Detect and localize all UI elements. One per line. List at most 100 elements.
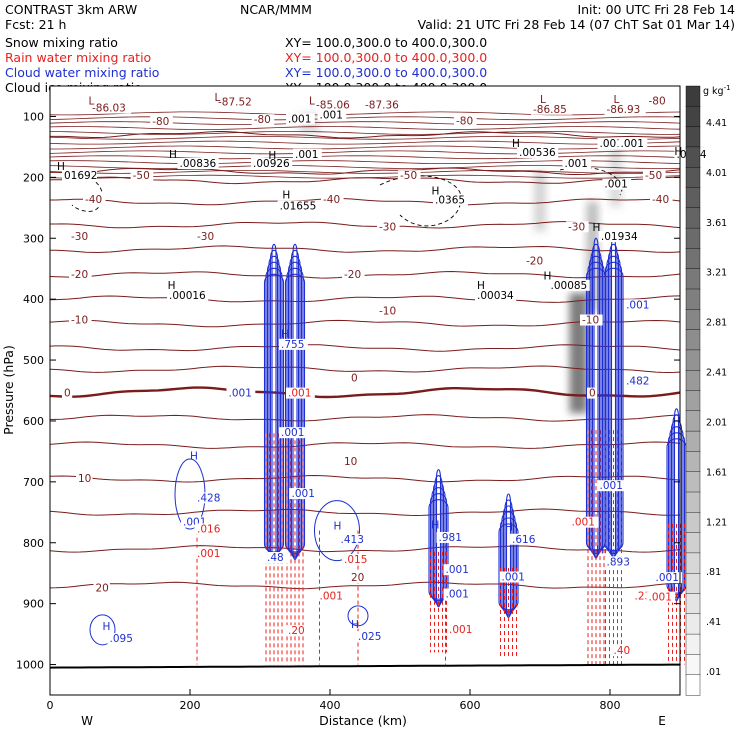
colorbar-cell bbox=[685, 613, 701, 635]
label-mask bbox=[624, 299, 653, 311]
colorbar-cells bbox=[685, 85, 701, 696]
contour-value-label: 10 bbox=[78, 473, 91, 485]
label-mask bbox=[604, 103, 646, 115]
mixing-ratio-label: .001 bbox=[295, 149, 318, 161]
center-label: NCAR/MMM bbox=[240, 2, 312, 17]
label-mask bbox=[317, 109, 347, 121]
label-mask bbox=[286, 113, 315, 125]
colorbar-tick-labels: .01 .41 .81 1.21 1.61 2.01 2.41 2.81 3.21 3.61 4.0… bbox=[706, 118, 727, 678]
mixing-ratio-label: .016 bbox=[197, 523, 221, 535]
plot-area: -86.03 -87.52 -85.06 -87.36 -86.85 -86.93 -80 -… bbox=[1, 85, 710, 728]
label-mask bbox=[277, 200, 319, 212]
colorbar-cell bbox=[685, 85, 701, 107]
label-mask bbox=[195, 523, 224, 535]
cloud-water-contour bbox=[263, 273, 285, 553]
label-mask bbox=[150, 115, 173, 127]
isotherm bbox=[49, 270, 681, 279]
colorbar-cell bbox=[685, 593, 701, 615]
label-mask bbox=[177, 157, 219, 169]
contour-value-label: 0 bbox=[351, 372, 358, 384]
contour-value-label: -87.52 bbox=[218, 96, 252, 108]
stratosphere-contour bbox=[49, 150, 681, 155]
label-mask bbox=[436, 531, 466, 543]
isotherm bbox=[49, 414, 681, 422]
label-mask bbox=[279, 338, 308, 350]
cloud-water-contour bbox=[588, 255, 604, 555]
header: CONTRAST 3km ARW Fcst: 21 h NCAR/MMM Ini… bbox=[5, 2, 735, 95]
label-mask bbox=[443, 588, 473, 600]
colorbar-cell bbox=[685, 106, 701, 128]
label-mask bbox=[443, 564, 473, 576]
x-tick-label: 200 bbox=[180, 699, 201, 712]
label-mask bbox=[624, 375, 653, 387]
mixing-ratio-label: .00085 bbox=[551, 280, 588, 292]
label-mask bbox=[317, 590, 347, 602]
colorbar-tick-label: 1.21 bbox=[706, 517, 727, 528]
mixing-ratio-label: .001 bbox=[649, 592, 672, 604]
label-mask bbox=[90, 102, 132, 114]
contour-value-label: -20 bbox=[526, 255, 543, 267]
label-mask bbox=[251, 157, 293, 169]
west-label: W bbox=[81, 714, 93, 728]
contour-value-label: -50 bbox=[400, 170, 417, 182]
label-mask bbox=[447, 623, 476, 635]
label-mask bbox=[356, 631, 385, 643]
isotherm bbox=[49, 545, 681, 553]
isotherm bbox=[50, 197, 681, 206]
label-mask bbox=[195, 231, 218, 243]
label-mask bbox=[377, 305, 400, 317]
plot-border bbox=[49, 85, 681, 696]
contour-value-label: -10 bbox=[582, 315, 599, 327]
label-mask bbox=[618, 137, 648, 149]
mixing-ratio-label: .001 bbox=[600, 480, 623, 492]
cloud-water-contour bbox=[428, 499, 449, 600]
label-mask bbox=[321, 193, 344, 205]
contour-value-label: -10 bbox=[379, 305, 396, 317]
label-mask bbox=[293, 148, 322, 160]
contour-value-label: -10 bbox=[71, 315, 88, 327]
y-tick-label: 1000 bbox=[16, 659, 44, 672]
isotherm bbox=[49, 344, 681, 352]
label-mask bbox=[265, 552, 288, 564]
x-axis-label: Distance (km) bbox=[319, 713, 407, 728]
label-mask bbox=[216, 96, 258, 108]
isotherm bbox=[49, 365, 681, 374]
contour-labels: -86.03 -87.52 -85.06 -87.36 -86.85 -86.93 -80 -… bbox=[57, 92, 710, 657]
isotherm bbox=[49, 474, 681, 483]
stratosphere-contour bbox=[49, 170, 681, 174]
y-tick-label: 600 bbox=[23, 415, 44, 428]
ground-surface-line bbox=[49, 663, 680, 669]
extremum-label: H bbox=[169, 149, 177, 161]
convective-column bbox=[585, 237, 607, 665]
colorbar-cell bbox=[685, 166, 701, 189]
contour-value-label: -80 bbox=[152, 116, 169, 128]
hydrometeor-columns bbox=[89, 237, 687, 665]
label-mask bbox=[475, 290, 517, 302]
label-mask bbox=[226, 387, 256, 399]
label-mask bbox=[363, 99, 405, 111]
init-time: Init: 00 UTC Fri 28 Feb 14 bbox=[577, 2, 735, 17]
y-tick-label: 500 bbox=[23, 354, 44, 367]
colorbar-cell bbox=[685, 349, 701, 371]
isotherm bbox=[49, 245, 681, 254]
label-mask bbox=[342, 268, 365, 280]
colorbar-cell bbox=[685, 674, 701, 696]
stratosphere-contour bbox=[49, 140, 681, 145]
colorbar-cell bbox=[685, 654, 701, 676]
label-mask bbox=[597, 480, 627, 492]
extremum-label: H bbox=[593, 222, 601, 234]
mixing-ratio-label: .001 bbox=[502, 572, 525, 584]
mixing-ratio-label: .001 bbox=[320, 590, 343, 602]
mixing-ratio-label: .001 bbox=[229, 388, 252, 400]
label-mask bbox=[454, 115, 477, 127]
mixing-ratio-label: .001 bbox=[600, 138, 623, 150]
field-name: Cloud water mixing ratio bbox=[5, 65, 159, 80]
label-mask bbox=[524, 255, 547, 267]
extremum-label: H bbox=[57, 161, 65, 173]
mixing-ratio-label: .0365 bbox=[435, 195, 465, 207]
colorbar-cell bbox=[685, 430, 701, 453]
extremum-label: H bbox=[512, 138, 520, 150]
mixing-ratio-label: .001 bbox=[626, 299, 649, 311]
label-mask bbox=[342, 553, 371, 565]
label-mask bbox=[62, 387, 73, 399]
